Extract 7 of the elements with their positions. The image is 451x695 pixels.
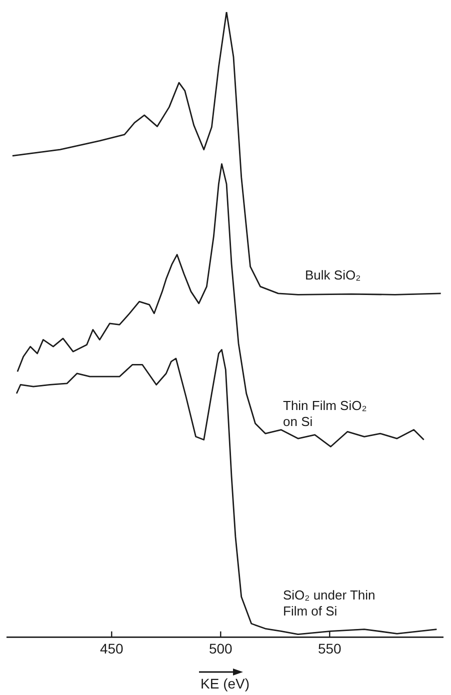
- x-tick-label: 450: [100, 640, 124, 657]
- x-tick-label: 500: [208, 640, 233, 657]
- x-axis-title: KE (eV): [200, 675, 250, 692]
- series-label: SiO₂ under Thin Film of Si: [283, 587, 376, 618]
- x-tick-label: 550: [318, 640, 342, 657]
- series-label: Thin Film SiO₂ on Si: [283, 398, 367, 429]
- series-label: Bulk SiO₂: [305, 268, 361, 283]
